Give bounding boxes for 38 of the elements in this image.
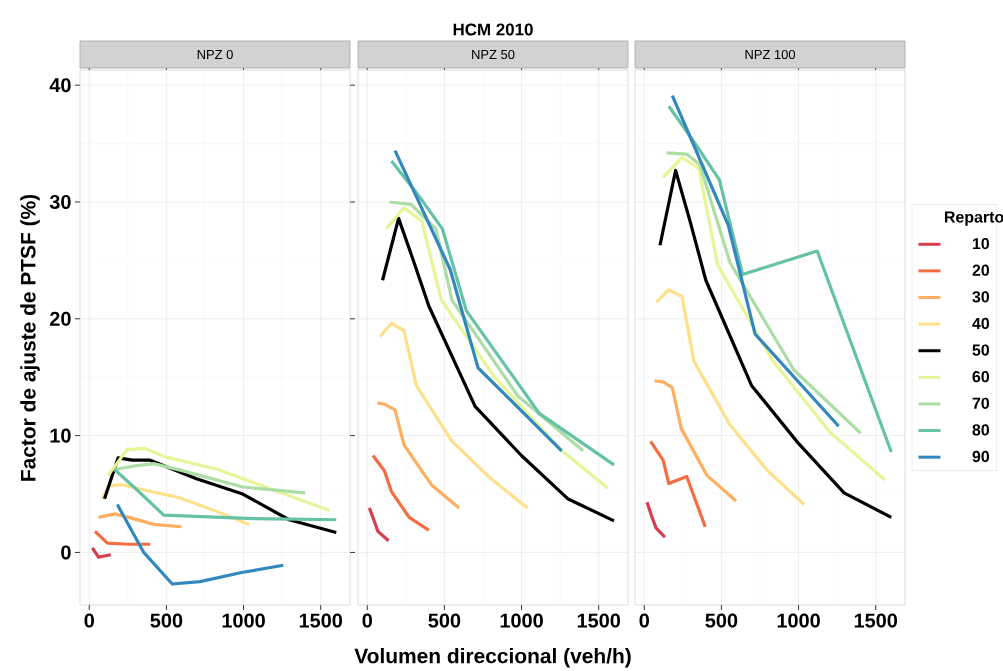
legend-label: 30	[972, 291, 990, 303]
line-series	[112, 462, 307, 495]
y-tick-label: 30	[49, 194, 71, 210]
x-tick-label: 1500	[299, 613, 343, 628]
legend-label: 60	[972, 371, 990, 383]
x-tick-label: 1500	[577, 613, 621, 628]
x-axis-title: Volumen direccional (veh/h)	[354, 647, 631, 668]
x-tick-label: 500	[705, 613, 738, 628]
legend-label: 80	[972, 424, 990, 436]
chart-title: NPZ 100	[745, 49, 796, 60]
y-tick-label: 20	[50, 311, 71, 326]
x-tick-label: 500	[150, 613, 183, 628]
x-tick-label: 1000	[777, 613, 820, 628]
chart-title: NPZ 50	[472, 49, 515, 60]
y-tick-label: 40	[49, 78, 71, 93]
x-tick-label: 0	[362, 613, 372, 628]
line-series	[106, 446, 331, 512]
line-series	[96, 512, 184, 529]
y-tick-label: 0	[61, 545, 71, 560]
x-tick-label: 500	[428, 613, 461, 628]
legend-label: 90	[972, 450, 990, 463]
legend-label: 20	[972, 264, 990, 276]
y-axis-title: Factor de ajuste de PTSF (%)	[20, 194, 40, 481]
legend-title: Reparto	[945, 211, 1003, 226]
x-tick-label: 1000	[222, 613, 265, 628]
legend-label: 10	[972, 237, 990, 250]
line-series	[115, 502, 285, 586]
line-series	[112, 467, 338, 522]
chart-title: NPZ 0	[197, 49, 233, 60]
y-tick-label: 10	[50, 428, 71, 443]
x-tick-label: 0	[639, 613, 649, 628]
text: HCM 2010	[453, 23, 533, 36]
x-tick-label: 0	[84, 613, 94, 628]
legend-label: 40	[972, 317, 990, 330]
x-tick-label: 1500	[854, 613, 898, 628]
legend-label: 50	[972, 344, 990, 356]
x-tick-label: 1000	[500, 613, 543, 628]
legend-label: 70	[972, 397, 990, 409]
